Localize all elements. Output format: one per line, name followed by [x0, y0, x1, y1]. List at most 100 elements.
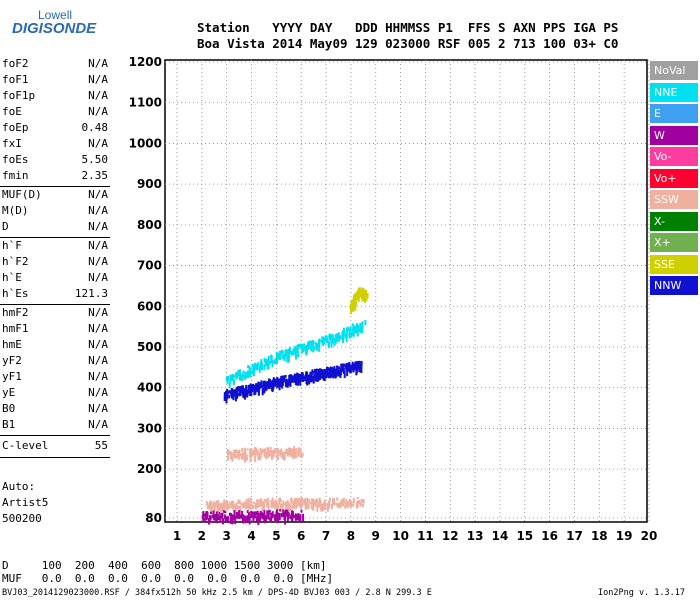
data-point [330, 503, 333, 510]
data-point [263, 498, 266, 501]
param-row-hf2: h`F2 N/A [2, 255, 108, 269]
param-value: N/A [88, 255, 108, 268]
data-point [221, 506, 224, 512]
data-point [355, 367, 358, 374]
data-point [352, 303, 355, 309]
data-point [293, 502, 296, 509]
data-point [336, 503, 339, 508]
data-point [346, 368, 349, 377]
legend-item-e: E [650, 104, 698, 123]
data-point [354, 305, 357, 311]
data-point [291, 502, 294, 507]
param-value: N/A [88, 306, 108, 319]
data-point [345, 334, 348, 343]
data-point [289, 448, 292, 457]
data-point [342, 501, 345, 507]
data-point [325, 503, 328, 506]
param-value: N/A [88, 73, 108, 86]
data-point [299, 450, 302, 458]
data-point [201, 513, 204, 520]
data-point [260, 380, 263, 388]
param-value: N/A [88, 239, 108, 252]
data-point [327, 368, 330, 372]
data-point [295, 498, 298, 505]
data-point [266, 362, 269, 370]
data-point [274, 381, 277, 387]
param-value: N/A [88, 402, 108, 415]
data-point [262, 512, 265, 520]
data-point [309, 371, 312, 379]
data-point [307, 503, 310, 509]
data-point [315, 368, 318, 372]
param-value: 55 [94, 439, 108, 452]
data-point [208, 504, 211, 510]
param-row-yf2: yF2 N/A [2, 354, 108, 368]
data-point [333, 499, 336, 506]
data-point [291, 516, 294, 522]
data-point [272, 501, 275, 508]
data-point [237, 370, 240, 377]
y-tick-label: 900 [137, 177, 162, 191]
param-row-hes: h`Es 121.3 [2, 287, 108, 301]
param-row-ye: yE N/A [2, 386, 108, 400]
param-name: h`F2 [2, 255, 29, 268]
data-point [286, 355, 289, 363]
data-point [349, 326, 352, 330]
data-point [267, 511, 270, 520]
data-point [328, 367, 331, 376]
data-point [330, 340, 333, 348]
data-point [354, 326, 357, 330]
data-point [360, 498, 363, 504]
data-point [313, 346, 316, 351]
data-point [304, 377, 307, 381]
data-point [335, 369, 338, 373]
data-point [269, 446, 272, 454]
data-point [279, 352, 282, 360]
data-point [246, 448, 249, 451]
data-point [352, 500, 355, 504]
data-point [337, 332, 340, 337]
data-point [288, 447, 291, 450]
data-point [261, 448, 264, 453]
x-tick-label: 10 [392, 529, 409, 543]
data-point [363, 296, 366, 302]
data-point [217, 499, 220, 503]
data-point [290, 497, 293, 504]
x-tick-label: 1 [173, 529, 181, 543]
data-point [259, 452, 262, 458]
data-point [321, 369, 324, 375]
data-point [233, 375, 236, 378]
data-point [293, 449, 296, 452]
y-tick-label: 200 [137, 462, 162, 476]
param-value: N/A [88, 271, 108, 284]
data-point [288, 504, 291, 509]
data-point [328, 502, 331, 506]
data-point [279, 378, 282, 384]
plot-frame [164, 59, 648, 523]
data-point [219, 515, 222, 523]
data-point [300, 504, 303, 509]
data-point [252, 511, 255, 518]
data-point [284, 374, 287, 378]
data-point [266, 510, 269, 516]
data-point [209, 506, 212, 513]
data-point [216, 506, 219, 511]
data-point [237, 506, 240, 510]
data-point [348, 333, 351, 339]
data-point [354, 292, 357, 296]
param-name: h`F [2, 239, 22, 252]
data-point [306, 499, 309, 507]
data-point [248, 367, 251, 375]
data-point [284, 353, 287, 357]
data-point [344, 333, 347, 338]
data-point [216, 517, 219, 520]
data-point [248, 516, 251, 525]
param-value: N/A [88, 188, 108, 201]
data-point [346, 501, 349, 509]
data-point [252, 451, 255, 455]
y-tick-label: 600 [137, 299, 162, 313]
data-point [318, 372, 321, 380]
data-point [206, 511, 209, 519]
data-point [352, 327, 355, 332]
